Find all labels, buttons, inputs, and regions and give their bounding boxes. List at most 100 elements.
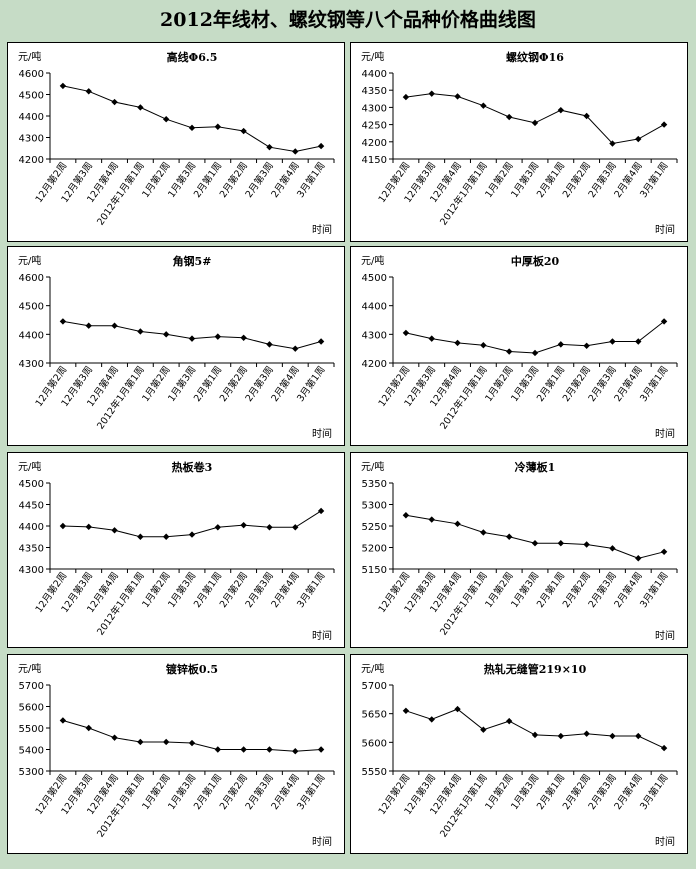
y-tick-label: 5650 bbox=[362, 710, 387, 721]
chart-panel-seamless-pipe: 热轧无缝管219×10 元/吨 5550 5600 5650 5700 12月第2周 12月第… bbox=[350, 654, 688, 854]
x-tick-label: 2012年1月第1周 bbox=[437, 160, 489, 228]
x-axis-label: 时间 bbox=[312, 835, 332, 848]
data-point bbox=[292, 345, 299, 352]
chart-svg: 镀锌板0.5元/吨5300540055005600570012月第2周12月第3… bbox=[18, 662, 335, 848]
x-axis-label: 时间 bbox=[655, 835, 675, 848]
data-point bbox=[609, 732, 616, 740]
x-axis-label: 时间 bbox=[312, 629, 332, 642]
data-point bbox=[583, 112, 590, 120]
chart-title: 角钢5# bbox=[173, 254, 212, 268]
data-point bbox=[505, 348, 513, 355]
x-tick-label: 2012年1月第1周 bbox=[437, 772, 489, 840]
data-point bbox=[635, 555, 642, 562]
data-point bbox=[531, 731, 539, 739]
y-tick-label: 4200 bbox=[19, 155, 44, 166]
y-tick-label: 4250 bbox=[362, 121, 387, 132]
page-title: 2012年线材、螺纹钢等八个品种价格曲线图 bbox=[160, 9, 536, 31]
data-point bbox=[557, 106, 565, 114]
chart-title: 镀锌板0.5 bbox=[166, 662, 218, 676]
data-point bbox=[583, 730, 590, 737]
data-point bbox=[59, 522, 67, 530]
y-tick-label: 4300 bbox=[362, 330, 387, 341]
data-point bbox=[266, 524, 273, 531]
data-point bbox=[162, 331, 170, 338]
data-point bbox=[85, 88, 92, 95]
data-point bbox=[428, 516, 435, 523]
y-axis-label: 元/吨 bbox=[361, 254, 384, 267]
data-point bbox=[505, 533, 513, 540]
data-point bbox=[111, 527, 118, 534]
chart-svg: 热轧无缝管219×10元/吨555056005650570012月第2周12月第… bbox=[361, 662, 678, 848]
data-point bbox=[583, 541, 590, 548]
chart-panel-angle-steel: 角钢5# 元/吨 4300 4400 4500 4600 12月第2周 12月第3周 12月第4… bbox=[7, 246, 345, 446]
data-point bbox=[428, 335, 435, 342]
chart-panel-wire-rod: 高线Φ6.5 元/吨 4200 4300 4400 4500 4600 12月第2周 12月第3… bbox=[7, 42, 345, 242]
data-point bbox=[557, 341, 565, 348]
chart-svg: 高线Φ6.5元/吨4200430044004500460012月第2周12月第3… bbox=[18, 50, 335, 236]
data-point bbox=[59, 82, 67, 90]
data-point bbox=[240, 746, 247, 753]
data-point bbox=[557, 732, 565, 740]
y-tick-label: 4300 bbox=[19, 359, 44, 370]
y-tick-label: 5500 bbox=[19, 724, 44, 735]
y-tick-label: 4450 bbox=[19, 501, 44, 512]
data-point bbox=[402, 329, 410, 337]
chart-title: 冷薄板1 bbox=[515, 460, 556, 474]
x-axis-label: 时间 bbox=[312, 223, 332, 236]
y-tick-label: 4400 bbox=[19, 330, 44, 341]
y-axis-label: 元/吨 bbox=[18, 460, 41, 473]
y-tick-label: 5300 bbox=[362, 501, 387, 512]
y-tick-label: 5350 bbox=[362, 479, 387, 490]
data-point bbox=[137, 738, 144, 746]
data-point bbox=[454, 339, 461, 347]
y-tick-label: 4150 bbox=[362, 155, 387, 166]
data-point bbox=[292, 748, 299, 755]
data-point bbox=[480, 102, 487, 109]
series-line bbox=[62, 320, 322, 350]
data-point bbox=[59, 717, 67, 724]
data-point bbox=[214, 333, 222, 340]
data-point bbox=[266, 746, 273, 753]
data-point bbox=[480, 342, 487, 349]
x-tick-label: 2012年1月第1周 bbox=[94, 772, 146, 840]
y-tick-label: 5550 bbox=[362, 767, 387, 778]
data-point bbox=[317, 338, 325, 345]
series-line bbox=[405, 321, 665, 354]
y-tick-label: 5700 bbox=[19, 681, 44, 692]
data-point bbox=[111, 734, 118, 741]
data-point bbox=[162, 738, 170, 746]
y-tick-label: 4400 bbox=[362, 69, 387, 80]
data-point bbox=[85, 724, 92, 732]
data-point bbox=[660, 121, 668, 128]
data-point bbox=[214, 123, 222, 130]
chart-title: 螺纹钢Φ16 bbox=[506, 50, 564, 64]
y-tick-label: 5200 bbox=[362, 544, 387, 555]
data-point bbox=[660, 318, 668, 325]
chart-panel-galvanized-sheet: 镀锌板0.5 元/吨 5300 5400 5500 5600 5700 12月第2周 12月第3… bbox=[7, 654, 345, 854]
series-line bbox=[405, 708, 665, 749]
data-point bbox=[402, 93, 410, 101]
x-tick-label: 2012年1月第1周 bbox=[437, 570, 489, 638]
series-line bbox=[405, 514, 665, 559]
data-point bbox=[188, 531, 196, 538]
chart-svg: 螺纹钢Φ16元/吨41504200425043004350440012月第2周1… bbox=[361, 50, 678, 236]
data-point bbox=[59, 318, 67, 325]
data-point bbox=[635, 338, 642, 345]
data-point bbox=[317, 142, 325, 150]
x-tick-label: 2012年1月第1周 bbox=[94, 364, 146, 432]
y-tick-label: 4600 bbox=[19, 273, 44, 284]
data-point bbox=[111, 322, 118, 329]
data-point bbox=[505, 717, 513, 725]
data-point bbox=[317, 746, 325, 753]
chart-title: 高线Φ6.5 bbox=[167, 50, 218, 64]
data-point bbox=[635, 732, 642, 740]
chart-panel-medium-plate: 中厚板20 元/吨 4200 4300 4400 4500 12月第2周 12月第3周 12月第… bbox=[350, 246, 688, 446]
y-tick-label: 4200 bbox=[362, 359, 387, 370]
data-point bbox=[266, 143, 273, 151]
data-point bbox=[111, 98, 118, 106]
data-point bbox=[85, 523, 92, 531]
series-line bbox=[62, 720, 322, 752]
y-axis-label: 元/吨 bbox=[361, 662, 384, 675]
y-tick-label: 4600 bbox=[19, 69, 44, 80]
data-point bbox=[609, 545, 616, 552]
